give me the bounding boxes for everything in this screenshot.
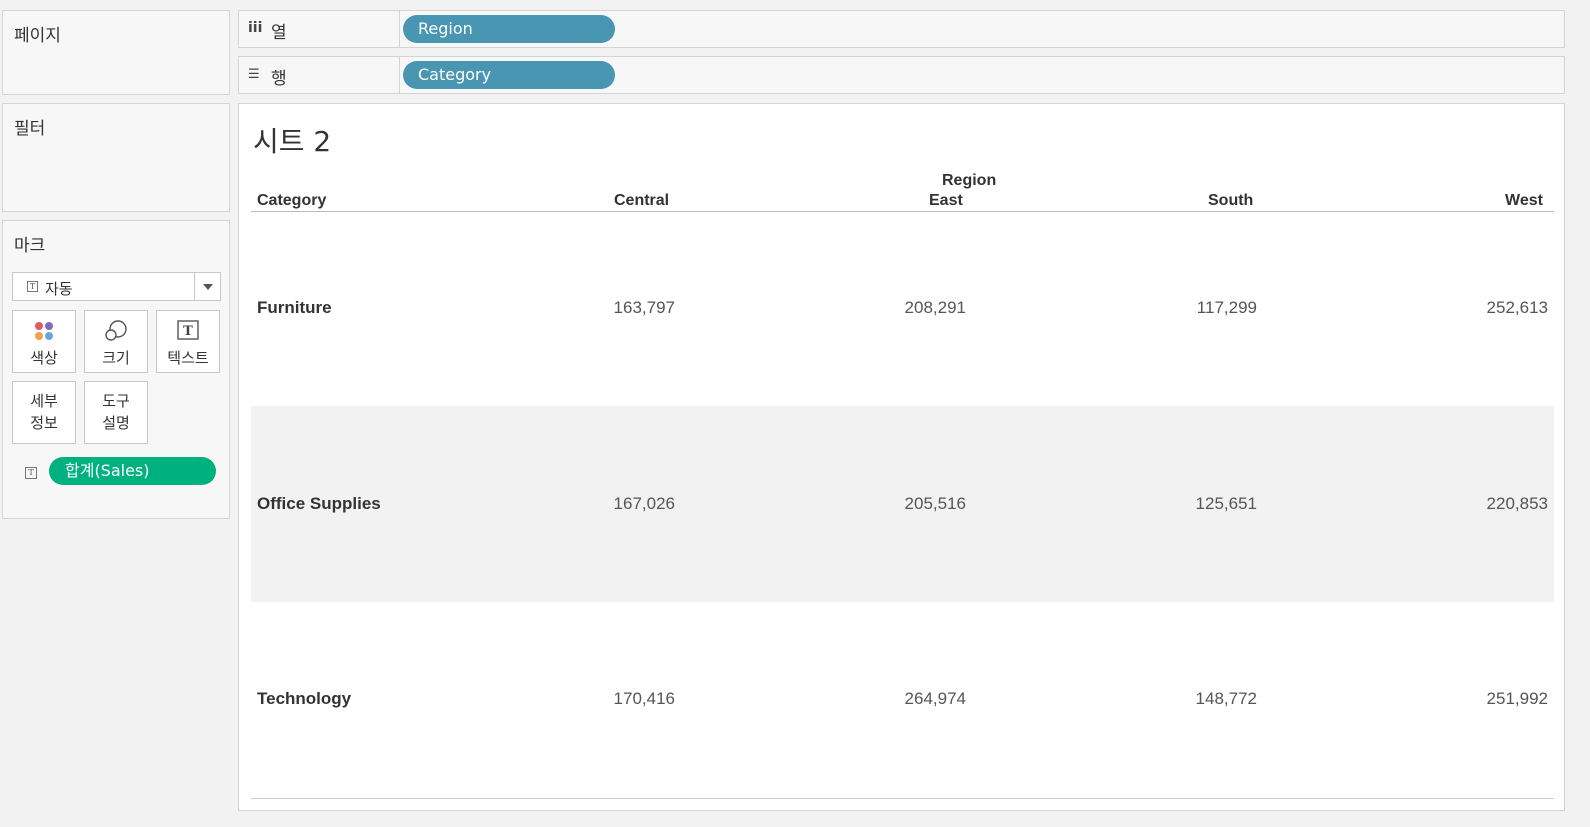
column-header-central[interactable]: Central bbox=[614, 192, 670, 209]
marks-card-title: 마크 bbox=[14, 236, 46, 256]
row-header-title[interactable]: Category bbox=[257, 192, 327, 209]
table-row: Office Supplies 167,026 205,516 125,651 … bbox=[251, 406, 1554, 602]
column-header-south[interactable]: South bbox=[1208, 192, 1254, 209]
filters-card-title: 필터 bbox=[14, 119, 46, 139]
table-cell[interactable]: 220,853 bbox=[1486, 494, 1548, 513]
text-mark-icon: T bbox=[25, 467, 37, 479]
table-cell[interactable]: 170,416 bbox=[613, 689, 675, 708]
worksheet-view: 시트 2 Region Category Central East South … bbox=[238, 103, 1565, 811]
mark-type-label: 자동 bbox=[45, 280, 73, 298]
table-cell[interactable]: 148,772 bbox=[1195, 689, 1257, 708]
rows-icon: ☰ bbox=[248, 67, 260, 82]
marks-card: 마크 T 자동 색상 크기 T 텍스트 세부 정보 도구 설명 bbox=[2, 220, 230, 519]
chevron-down-icon[interactable] bbox=[194, 273, 220, 300]
column-header-west[interactable]: West bbox=[1505, 192, 1543, 209]
rows-shelf-name: 행 bbox=[271, 69, 287, 89]
rows-shelf[interactable]: ☰ 행 Category bbox=[238, 56, 1565, 94]
columns-shelf[interactable]: iii 열 Region bbox=[238, 10, 1565, 48]
table-cell[interactable]: 125,651 bbox=[1195, 494, 1257, 513]
table-bottom-divider bbox=[251, 798, 1554, 799]
color-dots-icon bbox=[35, 322, 53, 340]
text-mark-icon: T bbox=[27, 281, 38, 292]
marks-field-row: T 합계(Sales) bbox=[25, 457, 225, 487]
size-button[interactable]: 크기 bbox=[84, 310, 148, 373]
text-button-label: 텍스트 bbox=[167, 349, 209, 367]
mark-type-dropdown[interactable]: T 자동 bbox=[12, 272, 221, 301]
table-row: Technology 170,416 264,974 148,772 251,9… bbox=[251, 602, 1554, 798]
rows-shelf-label: ☰ 행 bbox=[239, 57, 400, 93]
sheet-title[interactable]: 시트 2 bbox=[253, 125, 332, 158]
pages-card[interactable]: 페이지 bbox=[2, 10, 230, 95]
svg-text:T: T bbox=[183, 324, 193, 339]
sales-measure-pill[interactable]: 합계(Sales) bbox=[49, 457, 216, 485]
text-button[interactable]: T 텍스트 bbox=[156, 310, 220, 373]
header-divider bbox=[251, 211, 1554, 212]
column-group-header[interactable]: Region bbox=[942, 172, 997, 189]
tooltip-button-label: 도구 설명 bbox=[102, 392, 130, 432]
size-circles-icon bbox=[105, 320, 127, 341]
row-header-cell[interactable]: Technology bbox=[257, 689, 352, 708]
columns-icon: iii bbox=[248, 20, 263, 36]
tooltip-button[interactable]: 도구 설명 bbox=[84, 381, 148, 444]
category-pill[interactable]: Category bbox=[403, 61, 615, 89]
column-header-east[interactable]: East bbox=[929, 192, 963, 209]
table-cell[interactable]: 117,299 bbox=[1196, 298, 1257, 317]
pages-card-title: 페이지 bbox=[14, 26, 61, 46]
detail-button-label: 세부 정보 bbox=[30, 392, 58, 432]
table-cell[interactable]: 208,291 bbox=[904, 298, 966, 317]
table-cell[interactable]: 205,516 bbox=[904, 494, 966, 513]
region-pill[interactable]: Region bbox=[403, 15, 615, 43]
table-row: Furniture 163,797 208,291 117,299 252,61… bbox=[251, 212, 1554, 408]
color-button-label: 색상 bbox=[30, 349, 58, 367]
table-cell[interactable]: 252,613 bbox=[1486, 298, 1548, 317]
filters-card[interactable]: 필터 bbox=[2, 103, 230, 212]
table-cell[interactable]: 163,797 bbox=[613, 298, 675, 317]
columns-shelf-name: 열 bbox=[271, 23, 287, 43]
text-box-icon: T bbox=[177, 320, 199, 340]
size-button-label: 크기 bbox=[102, 349, 130, 367]
color-button[interactable]: 색상 bbox=[12, 310, 76, 373]
detail-button[interactable]: 세부 정보 bbox=[12, 381, 76, 444]
row-header-cell[interactable]: Office Supplies bbox=[257, 494, 381, 513]
table-cell[interactable]: 251,992 bbox=[1486, 689, 1548, 708]
row-header-cell[interactable]: Furniture bbox=[257, 298, 332, 317]
columns-shelf-label: iii 열 bbox=[239, 11, 400, 47]
table-cell[interactable]: 167,026 bbox=[613, 494, 675, 513]
table-cell[interactable]: 264,974 bbox=[904, 689, 966, 708]
